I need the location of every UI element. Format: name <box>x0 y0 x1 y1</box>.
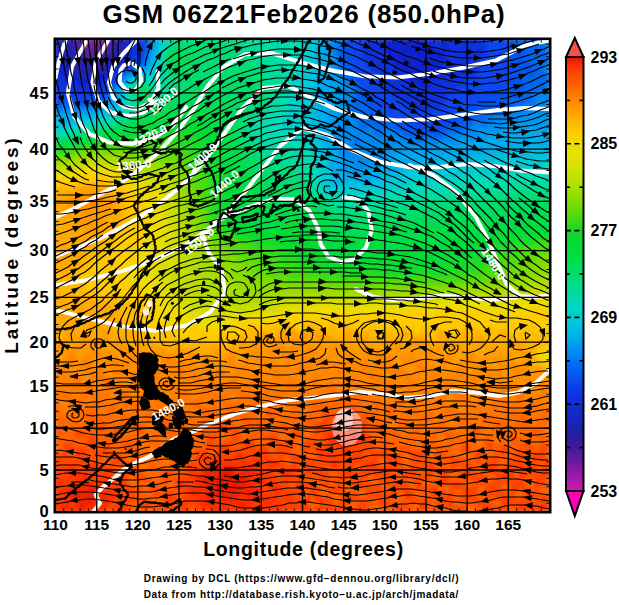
svg-text:130: 130 <box>207 516 233 533</box>
svg-text:120: 120 <box>125 516 151 533</box>
svg-text:35: 35 <box>30 192 50 210</box>
svg-text:135: 135 <box>248 516 274 533</box>
svg-text:20: 20 <box>30 333 50 351</box>
svg-text:10: 10 <box>30 419 50 437</box>
svg-text:293: 293 <box>591 49 618 66</box>
svg-text:5: 5 <box>40 461 50 479</box>
svg-text:261: 261 <box>591 396 618 413</box>
svg-text:Drawing by DCL (https://www.gf: Drawing by DCL (https://www.gfd−dennou.o… <box>144 573 460 584</box>
svg-text:150: 150 <box>372 516 398 533</box>
svg-text:40: 40 <box>30 140 50 158</box>
svg-text:269: 269 <box>591 309 618 326</box>
svg-text:285: 285 <box>591 135 618 152</box>
svg-text:160: 160 <box>454 516 480 533</box>
svg-text:0: 0 <box>40 502 50 520</box>
svg-text:253: 253 <box>591 483 618 500</box>
svg-text:145: 145 <box>331 516 357 533</box>
svg-text:125: 125 <box>166 516 192 533</box>
svg-text:Latitude (degrees): Latitude (degrees) <box>1 135 22 354</box>
svg-text:277: 277 <box>591 222 618 239</box>
svg-text:30: 30 <box>30 241 50 259</box>
svg-text:15: 15 <box>30 377 50 395</box>
svg-text:165: 165 <box>495 516 521 533</box>
svg-text:25: 25 <box>30 288 50 306</box>
svg-text:155: 155 <box>413 516 439 533</box>
svg-text:GSM 06Z21Feb2026 (850.0hPa): GSM 06Z21Feb2026 (850.0hPa) <box>102 0 505 29</box>
svg-text:45: 45 <box>30 84 50 102</box>
svg-text:140: 140 <box>290 516 316 533</box>
svg-text:Data from http://database.rish: Data from http://database.rish.kyoto−u.a… <box>144 589 459 600</box>
svg-text:Longitude (degrees): Longitude (degrees) <box>203 538 404 560</box>
svg-text:115: 115 <box>84 516 109 533</box>
